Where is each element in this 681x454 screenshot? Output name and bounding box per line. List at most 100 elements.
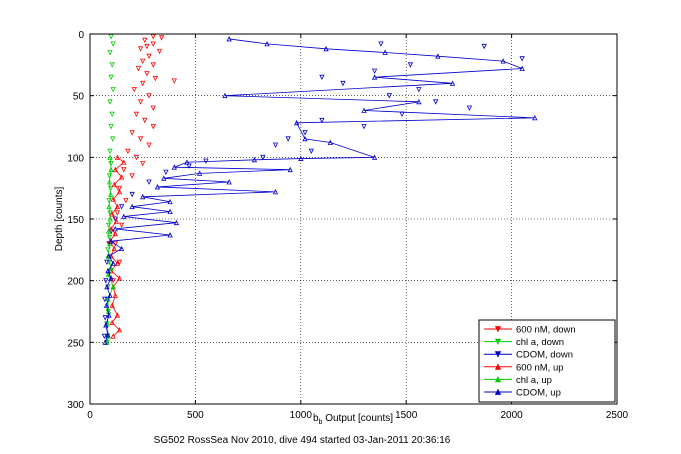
data-point: [449, 80, 456, 86]
data-point: [123, 198, 129, 204]
data-point: [118, 245, 125, 252]
data-point: [159, 35, 165, 41]
data-point: [416, 98, 422, 105]
data-point: [361, 124, 367, 130]
data-point: [108, 225, 114, 232]
data-point: [116, 275, 123, 281]
data-point: [133, 111, 140, 118]
legend-entry: 600 nM, up: [484, 362, 564, 373]
data-point: [519, 65, 525, 71]
data-point: [106, 179, 113, 185]
y-tick-label: 300: [67, 400, 84, 411]
legend-marker: [494, 351, 502, 358]
data-point: [109, 319, 115, 326]
data-point: [319, 74, 325, 81]
data-point: [152, 76, 158, 82]
data-point: [382, 49, 388, 55]
data-point: [108, 191, 114, 197]
data-point: [184, 159, 190, 165]
data-point: [196, 170, 203, 176]
data-point: [104, 283, 110, 290]
legend-marker: [494, 376, 502, 383]
data-point: [109, 62, 115, 68]
data-point: [102, 296, 108, 303]
data-point: [308, 148, 314, 155]
data-point: [107, 210, 113, 216]
data-point: [108, 275, 114, 281]
legend-label: 600 nM, up: [516, 362, 564, 373]
data-point: [105, 228, 112, 234]
legend-entry: chl a, up: [484, 375, 552, 386]
data-point: [226, 179, 232, 185]
data-point: [167, 232, 173, 238]
y-axis-label: Depth [counts]: [54, 187, 65, 252]
data-point: [106, 203, 112, 210]
x-tick-label: 1000: [290, 410, 313, 421]
data-series: [101, 34, 538, 346]
data-point: [110, 196, 116, 202]
legend-entry: 600 nM, down: [484, 325, 576, 336]
data-point: [142, 37, 148, 44]
y-tick-label: 100: [67, 153, 84, 164]
legend-marker: [494, 338, 502, 345]
data-point: [109, 302, 115, 308]
data-point: [112, 292, 118, 298]
y-tick-label: 200: [67, 277, 84, 288]
data-point: [106, 235, 113, 241]
x-tick-label: 1500: [395, 410, 418, 421]
data-point: [140, 161, 146, 167]
data-point: [114, 210, 121, 216]
data-point: [116, 185, 123, 192]
data-point: [118, 204, 125, 210]
data-point: [113, 218, 119, 224]
data-point: [260, 154, 266, 161]
data-point: [110, 333, 116, 339]
x-tick-label: 0: [87, 410, 93, 421]
data-point: [107, 99, 113, 105]
data-point: [171, 78, 177, 84]
data-point: [327, 139, 333, 145]
data-point: [114, 260, 121, 266]
data-point: [133, 154, 140, 161]
legend-entry: CDOM, down: [484, 350, 573, 361]
y-tick-label: 50: [73, 92, 85, 103]
data-point: [416, 87, 422, 93]
data-point: [150, 41, 156, 47]
legend-marker: [494, 326, 502, 333]
data-point: [226, 36, 232, 42]
data-point: [103, 302, 110, 308]
x-axis-label-subscript: b: [319, 419, 323, 426]
data-point: [171, 164, 177, 170]
data-point: [146, 53, 152, 60]
data-point: [111, 181, 117, 187]
data-point: [532, 114, 538, 121]
legend-entry: CDOM, up: [484, 388, 561, 399]
x-axis-label: bb Output [counts]: [313, 413, 393, 426]
legend-label: chl a, up: [516, 375, 552, 386]
data-point: [121, 167, 127, 173]
series-line: [104, 38, 535, 343]
data-point: [137, 136, 144, 142]
data-point: [108, 124, 114, 130]
data-point: [435, 53, 441, 59]
data-point: [129, 191, 135, 198]
data-point: [105, 267, 111, 274]
data-point: [264, 40, 270, 47]
data-point: [156, 48, 163, 55]
series-600-nm-down: [110, 34, 177, 284]
data-point: [302, 135, 308, 142]
legend-entry: chl a, down: [484, 337, 564, 348]
legend-box: [478, 319, 616, 403]
data-point: [466, 105, 473, 111]
x-tick-label: 2000: [500, 410, 523, 421]
data-point: [110, 136, 116, 142]
data-point: [125, 148, 131, 155]
x-axis-label-main: b: [313, 413, 319, 424]
data-point: [112, 230, 118, 237]
data-point: [114, 203, 121, 210]
data-point: [386, 93, 392, 99]
data-point: [110, 283, 116, 290]
data-point: [287, 166, 293, 173]
